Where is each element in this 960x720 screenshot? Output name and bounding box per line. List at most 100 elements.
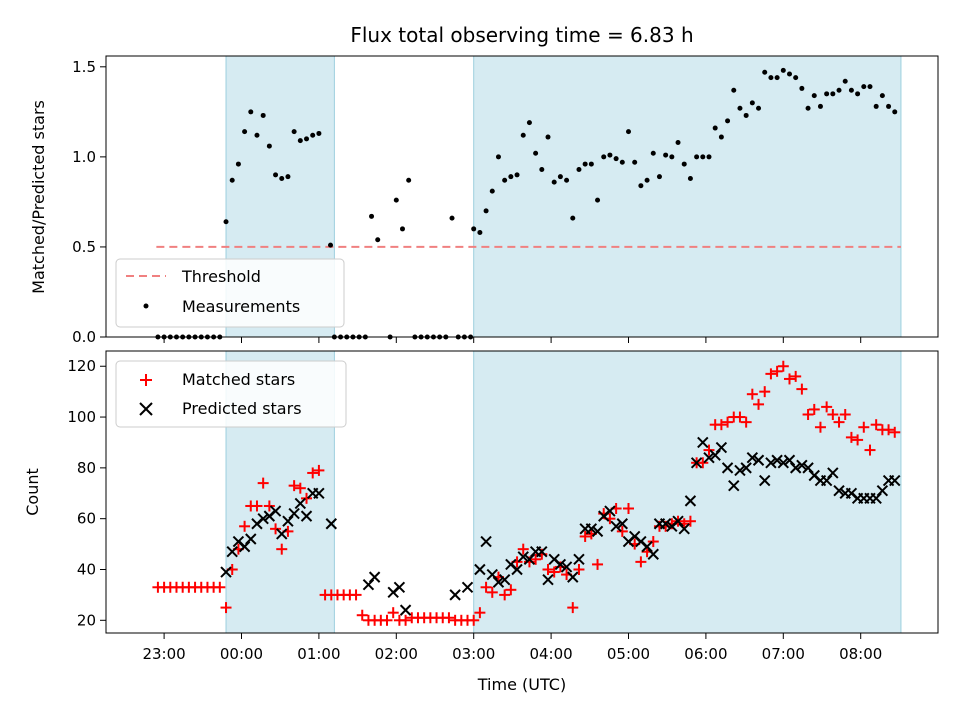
- matched-star-point: [790, 370, 802, 382]
- y-tick-label: 100: [67, 408, 96, 426]
- measurement-point: [514, 172, 520, 178]
- shaded-interval: [473, 56, 901, 337]
- measurement-point: [613, 156, 619, 162]
- matched-star-point: [548, 566, 560, 578]
- measurement-point: [223, 219, 229, 225]
- predicted-star-point: [591, 525, 604, 538]
- x-tick-label: 00:00: [220, 645, 263, 663]
- measurement-point: [892, 109, 898, 115]
- matched-star-point: [684, 515, 696, 527]
- x-tick-label: 23:00: [142, 645, 185, 663]
- matched-star-point: [263, 500, 275, 512]
- measurement-point: [545, 134, 551, 140]
- matched-star-point: [833, 416, 845, 428]
- matched-star-point: [796, 383, 808, 395]
- matched-star-point: [381, 614, 393, 626]
- legend-matched-label: Matched stars: [182, 370, 295, 389]
- matched-star-point: [567, 602, 579, 614]
- predicted-star-point: [876, 485, 889, 497]
- predicted-star-point: [486, 568, 498, 581]
- top-panel: 0.0 0.5 1.0 1.5 Flux total observing time =…: [29, 23, 939, 346]
- matched-star-point: [870, 419, 882, 431]
- measurement-point: [399, 226, 405, 232]
- predicted-star-point: [715, 441, 728, 454]
- measurement-point: [526, 120, 532, 126]
- top-y-axis-label: Matched/Predicted stars: [29, 100, 48, 294]
- predicted-star-point: [245, 533, 257, 545]
- measurement-point: [607, 152, 613, 158]
- matched-star-point: [251, 500, 263, 512]
- predicted-star-point: [889, 474, 901, 487]
- matched-star-point: [499, 589, 511, 601]
- matched-star-point: [802, 409, 814, 421]
- matched-star-point: [845, 431, 857, 443]
- x-tick-label: 03:00: [452, 645, 495, 663]
- predicted-star-point: [585, 523, 598, 535]
- matched-star-point: [734, 411, 746, 423]
- y-tick-label: 40: [77, 560, 96, 578]
- legend-predicted-label: Predicted stars: [182, 399, 302, 418]
- matched-stars-points: [152, 360, 901, 626]
- legend-measurement-swatch: [143, 303, 149, 309]
- bottom-panel: 20 40 60 80 100 120 23:00 00:00 01:00 02:00 03:00…: [23, 350, 939, 694]
- measurement-point: [830, 91, 836, 97]
- predicted-star-point: [684, 495, 697, 507]
- matched-star-point: [356, 609, 368, 621]
- predicted-star-point: [616, 518, 629, 530]
- measurement-point: [681, 161, 687, 167]
- measurement-point: [557, 174, 563, 180]
- measurement-point: [576, 166, 582, 172]
- measurement-point: [694, 154, 700, 160]
- measurement-point: [873, 103, 879, 109]
- measurement-point: [768, 75, 774, 81]
- matched-star-point: [276, 543, 288, 555]
- measurement-point: [749, 100, 755, 106]
- top-shaded-intervals: [225, 56, 902, 337]
- measurement-point: [817, 103, 823, 109]
- measurement-point: [254, 132, 260, 138]
- measurement-point: [731, 87, 737, 93]
- measurement-point: [495, 154, 501, 160]
- measurement-point: [471, 226, 477, 232]
- matched-star-point: [400, 614, 412, 626]
- matched-star-point: [214, 581, 226, 593]
- legend-threshold-label: Threshold: [181, 267, 261, 286]
- measurement-point: [570, 215, 576, 221]
- predicted-star-point: [641, 540, 653, 553]
- predicted-star-point: [294, 497, 307, 510]
- measurement-point: [310, 132, 316, 138]
- y-tick-label: 80: [77, 459, 96, 477]
- predicted-star-point: [870, 492, 882, 505]
- measurement-point: [737, 105, 743, 111]
- y-tick-label: 0.5: [72, 238, 96, 256]
- predicted-star-point: [833, 485, 845, 497]
- predicted-star-point: [789, 462, 802, 474]
- measurement-point: [799, 85, 805, 91]
- predicted-star-point: [746, 451, 759, 464]
- matched-star-point: [647, 536, 659, 548]
- matched-star-point: [889, 426, 901, 438]
- matched-star-point: [530, 553, 542, 565]
- y-tick-label: 120: [67, 357, 96, 375]
- measurement-point: [369, 213, 375, 219]
- measurement-point: [483, 208, 489, 214]
- predicted-star-point: [678, 523, 690, 535]
- measurement-point: [687, 175, 693, 181]
- measurement-point: [375, 237, 381, 243]
- measurement-point: [780, 67, 786, 73]
- predicted-star-point: [368, 571, 381, 583]
- predicted-star-point: [734, 464, 746, 477]
- predicted-star-point: [362, 579, 375, 591]
- predicted-star-point: [777, 457, 790, 469]
- matched-star-point: [759, 386, 771, 398]
- matched-star-point: [852, 434, 864, 446]
- measurement-point: [675, 139, 681, 145]
- matched-star-point: [765, 368, 777, 380]
- measurement-point: [242, 129, 248, 135]
- matched-star-point: [257, 477, 269, 489]
- measurement-point: [855, 91, 861, 97]
- measurement-point: [824, 91, 830, 97]
- measurement-point: [502, 177, 508, 183]
- predicted-star-point: [461, 581, 474, 593]
- matched-star-point: [486, 586, 498, 598]
